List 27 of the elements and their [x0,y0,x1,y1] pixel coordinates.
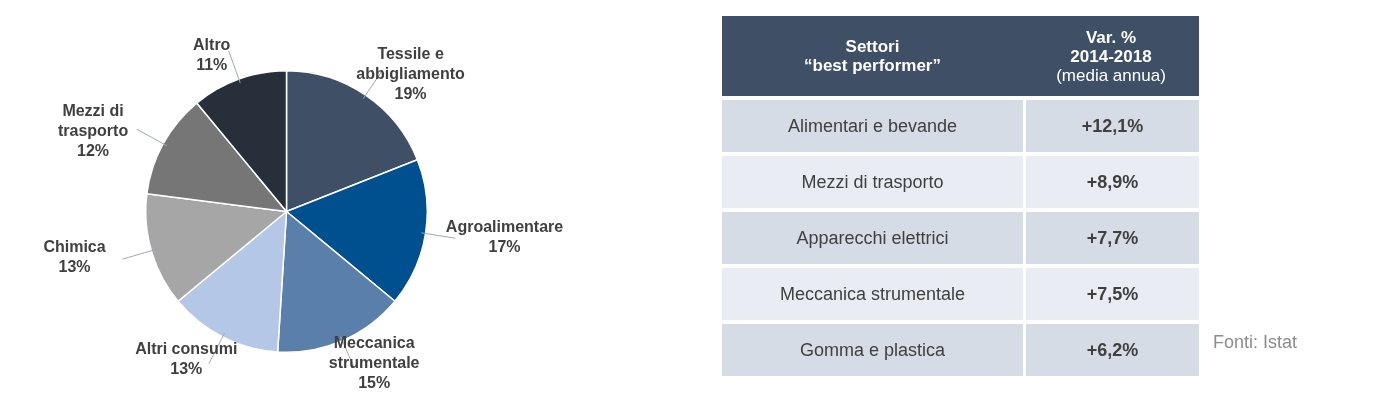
text: Fonti: Istat [1213,331,1299,354]
text: +6,2% [1086,339,1139,360]
text: +12,1% [1081,115,1144,136]
category-label: Apparecchi elettrici [722,212,1023,264]
category-label: Meccanica strumentale [722,268,1023,320]
text: +7,5% [1086,283,1139,304]
data-label: 12% [77,142,110,160]
slice-label: Altro [193,35,231,53]
data-label: 13% [170,359,203,377]
slice-label: Altri consumi [135,339,238,357]
category-label: Mezzi di trasporto [722,156,1023,208]
data-label: 17% [488,237,521,255]
text: +7,7% [1086,227,1139,248]
category-label: Alimentari e bevande [722,100,1023,152]
slice-label: Tessile e abbigliamento [356,44,466,82]
text: +8,9% [1086,171,1139,192]
data-label: 13% [58,258,91,276]
text: Settori “best performer” [804,37,941,75]
data-label: 15% [358,374,391,392]
category-label: Gomma e plastica [722,324,1023,376]
slice-label: Chimica [43,238,106,256]
slice-label: Mezzi di trasporto [57,102,129,140]
text: Var. % 2014-2018 (media annua) [1056,27,1166,85]
slice-label: Meccanica strumentale [328,334,420,372]
slice-label: Agroalimentare [445,217,564,235]
data-label: 19% [394,84,427,102]
data-label: 11% [196,55,228,73]
